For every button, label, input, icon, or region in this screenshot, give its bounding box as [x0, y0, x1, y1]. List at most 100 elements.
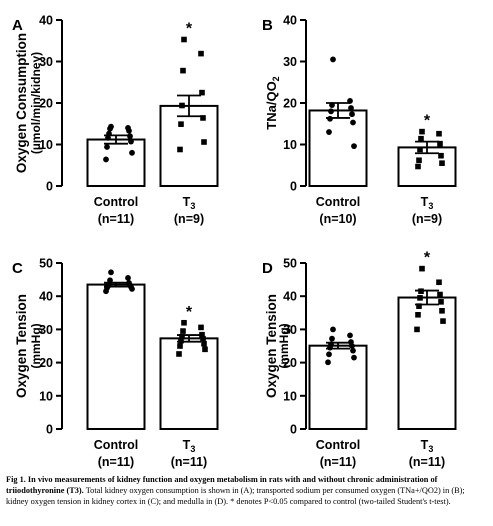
y-tick-label: 20 [39, 356, 53, 370]
data-point [419, 265, 425, 272]
data-point [198, 50, 204, 57]
data-point [417, 295, 423, 301]
data-point [350, 347, 356, 354]
caption-bold-text: In vivo measurements of kidney function … [6, 475, 438, 495]
x-tick-n-label: (n=10) [319, 212, 356, 226]
y-axis-title: Oxygen Tension [264, 294, 279, 398]
x-tick-n-label: (n=11) [409, 455, 445, 469]
bar-control [308, 344, 368, 430]
y-tick-label: 30 [283, 55, 297, 69]
caption-figure-label: Fig 1. [6, 475, 26, 484]
y-tick-label: 10 [283, 389, 297, 403]
x-tick-label: Control [94, 438, 138, 452]
chart-panel-a: A 0 10 20 30 40 Oxygen Consumption (µmol/min/ki… [12, 14, 219, 226]
data-point [326, 351, 332, 358]
data-point [437, 140, 443, 147]
data-point [199, 89, 205, 96]
data-point [436, 279, 442, 286]
data-point [348, 105, 354, 111]
y-tick-label: 40 [39, 14, 53, 28]
data-point [200, 115, 206, 121]
data-point [437, 291, 443, 298]
data-point [439, 160, 445, 166]
data-point [105, 134, 111, 141]
data-point [416, 157, 422, 164]
significance-marker: * [424, 250, 431, 267]
data-point [350, 119, 356, 126]
data-point [351, 354, 357, 361]
y-tick-label: 0 [46, 423, 53, 437]
x-tick-n-label: (n=9) [412, 212, 442, 226]
y-tick-label: 20 [283, 356, 297, 370]
y-tick-label: 40 [283, 290, 297, 304]
y-tick-label: 30 [39, 323, 53, 337]
x-tick-label: Control [316, 438, 360, 452]
data-point [179, 102, 185, 109]
bar-t3 [397, 296, 457, 431]
y-axis-title: TNa/QO2 [264, 76, 281, 129]
figure-caption: Fig 1. In vivo measurements of kidney fu… [6, 474, 488, 507]
data-point [128, 138, 134, 145]
data-point [349, 343, 355, 349]
y-axis-unit: (mmHg) [277, 323, 291, 368]
data-point [415, 311, 421, 318]
significance-marker: * [186, 21, 193, 38]
data-point [177, 146, 183, 153]
y-tick-label: 10 [39, 389, 53, 403]
y-tick-label: 20 [283, 97, 297, 111]
x-tick-n-label: (n=9) [174, 212, 204, 226]
data-point [438, 152, 444, 159]
data-point [438, 299, 444, 305]
bar-t3 [159, 104, 219, 187]
y-tick-label: 40 [39, 290, 53, 304]
y-tick-label: 0 [290, 180, 297, 194]
data-point [419, 128, 425, 135]
y-tick-label: 0 [290, 423, 297, 437]
x-tick-n-label: (n=11) [98, 212, 134, 226]
x-tick-n-label: (n=11) [171, 455, 207, 469]
data-point [181, 36, 187, 43]
x-tick-n-label: (n=11) [98, 455, 134, 469]
x-tick-label: T3 [421, 438, 434, 454]
data-point [326, 129, 332, 135]
data-point [439, 308, 445, 314]
bar-control [308, 109, 368, 187]
x-tick-label: T3 [421, 195, 434, 211]
data-point [415, 163, 421, 170]
data-point [201, 139, 207, 145]
data-point [107, 125, 113, 132]
data-point [440, 318, 446, 324]
y-axis-unit: (µmol/min/kidney) [29, 52, 43, 154]
data-point [199, 331, 205, 338]
data-point [351, 143, 357, 150]
bar-control [86, 138, 146, 188]
x-tick-label: Control [316, 195, 360, 209]
data-point [327, 344, 333, 351]
y-tick-label: 50 [39, 257, 53, 271]
data-point [416, 303, 422, 309]
y-axis-title: Oxygen Consumption [14, 33, 29, 173]
panel-label: B [262, 17, 273, 34]
caption-text: Total kidney oxygen consumption is shown… [6, 486, 465, 506]
y-tick-label: 20 [39, 97, 53, 111]
figure-panels: A 0 10 20 30 40 Oxygen Consumption (µmol/min/ki… [12, 14, 457, 469]
y-tick-label: 0 [46, 180, 53, 194]
data-point [347, 332, 353, 339]
data-point [176, 351, 182, 357]
data-point [177, 343, 183, 349]
panel-label: C [12, 260, 23, 277]
data-point [414, 326, 420, 333]
data-point [108, 269, 114, 276]
data-point [129, 149, 135, 156]
data-point [328, 108, 334, 115]
chart-panel-d: D 0 10 20 30 40 50 Oxygen Tension(mmHg) Control (… [262, 250, 457, 469]
x-tick-label: T3 [183, 195, 196, 211]
significance-marker: * [424, 113, 431, 130]
data-point [201, 340, 207, 347]
y-axis-title: Oxygen Tension [14, 294, 29, 398]
data-point [349, 111, 355, 118]
x-tick-n-label: (n=11) [320, 455, 356, 469]
data-point [178, 121, 184, 127]
data-point [436, 130, 442, 137]
bar-control [86, 283, 146, 430]
